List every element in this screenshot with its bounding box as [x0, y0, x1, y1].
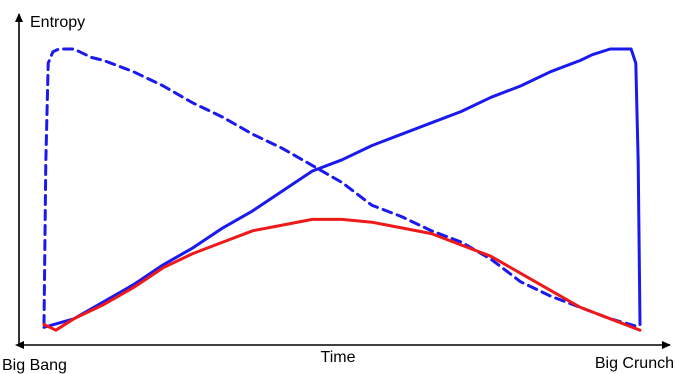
series-line-entropy-falling	[42, 47, 642, 329]
x-start-label: Big Bang	[2, 357, 67, 374]
x-axis-label: Time	[321, 349, 356, 366]
x-end-label: Big Crunch	[595, 355, 674, 372]
series-layer	[42, 47, 642, 332]
series-line-entropy-rising	[42, 47, 642, 329]
series-line-entropy-arc	[42, 217, 642, 332]
y-axis-label: Entropy	[30, 14, 85, 31]
